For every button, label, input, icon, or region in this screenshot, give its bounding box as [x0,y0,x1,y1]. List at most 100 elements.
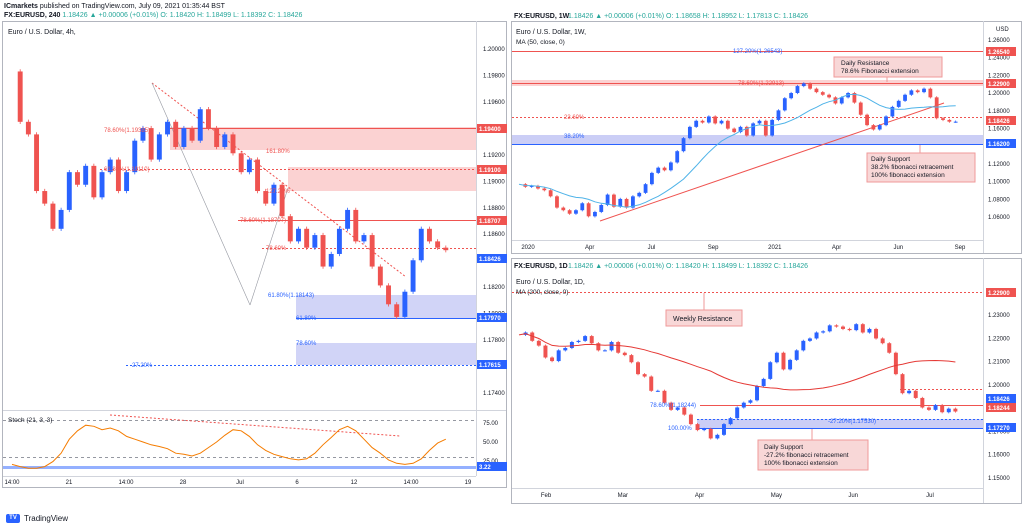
candle-body [728,418,733,425]
candle-body [181,128,187,147]
tr-price-tag-bg [986,116,1016,125]
tr-x-tick: Sep [708,245,719,251]
candle-body [140,128,146,141]
main-ohlc: 1.18426 ▲ +0.00006 (+0.01%) O: 1.18420 H… [62,12,303,19]
fib-label: 127.20% [266,189,290,195]
left-y-tick: 1.18800 [483,206,505,212]
candle-body [814,88,819,93]
left-y-tick: 1.20000 [483,47,505,53]
left-x-tick: 28 [180,480,187,486]
candle-body [328,253,334,267]
tr-price-tag-bg [986,47,1016,56]
br-fib-label: 100.00% [668,426,692,432]
candle-body [609,342,614,351]
candle-body [561,207,566,211]
candle-body [631,196,635,208]
candle-body [821,331,826,333]
candle-body [148,128,154,160]
candle-body [214,128,220,147]
br-x-tick: Apr [695,493,704,499]
left-y-tick: 1.19200 [483,153,505,159]
tr-x-tick: Apr [832,245,841,251]
candle-body [402,291,408,317]
candle-body [928,88,933,98]
left-y-tick: 1.19800 [483,73,505,79]
candle-body [755,386,760,401]
candle-body [795,86,800,94]
candle-body [893,352,898,375]
candle-body [909,90,914,95]
br-price-tag: 1.22900 [988,291,1010,297]
candle-body [622,352,627,356]
left-candles [17,69,449,320]
fib-label: 61.80% [296,316,317,322]
left-price-tag-bg [477,124,507,133]
candle-body [394,304,400,317]
candle-body [757,120,762,124]
left-price-tag-bg [477,254,507,263]
left-x-tick: 12 [351,480,358,486]
candle-body [426,228,432,242]
candle-body [807,338,812,341]
left-panel-border [2,21,507,488]
candle-body [569,342,574,348]
candle-body [662,167,667,171]
candle-body [770,119,775,136]
candle-body [687,126,692,139]
publisher-name: ICmarkets [4,3,38,10]
left-stoch [11,424,447,469]
br-ma [518,333,956,391]
candle-body [602,350,607,352]
candle-body [612,194,616,207]
tr-support-line1: Daily Support [871,156,910,163]
left-y-tick: 1.19600 [483,100,505,106]
candle-body [890,106,895,117]
candle-body [884,116,888,126]
candle-body [839,97,844,104]
candle-body [530,332,535,341]
tr-price-tag: 1.22900 [988,82,1010,88]
candle-body [567,210,572,214]
tr-ma [518,93,956,208]
candle-body [934,97,939,119]
candle-body [410,260,416,292]
left-x-tick: 19 [465,480,472,486]
moving-average-line [518,93,956,208]
candle-body [877,125,882,130]
candle-body [296,228,301,242]
candle-body [580,203,585,211]
left-price-tag: 1.19400 [479,127,501,133]
candle-body [781,352,786,370]
tr-support-line3: 100% fibonacci extension [871,172,945,179]
br-fib-label: -27.20%(1.17530) [828,419,876,425]
candle-body [66,172,72,210]
br-x-tick: Jun [848,493,858,499]
candle-body [599,205,604,212]
price-tags: 1.19400 1.19100 1.18707 1.18426 1.17970 1.176… [477,47,1016,471]
fib-label: 161.80% [266,149,290,155]
candle-body [871,125,876,130]
candle-body [83,165,89,185]
stoch-bottom-band [3,466,476,469]
left-price-tag-bg [477,313,507,322]
candle-body [650,172,654,185]
candle-body [896,100,901,107]
candle-body [913,390,918,398]
tr-resistance-callout [833,56,943,78]
candle-body [222,134,228,147]
left-support-zone-upper [296,295,476,318]
candle-body [271,184,277,204]
br-x-tick: May [771,493,782,499]
br-price-tag: 1.18426 [988,397,1010,403]
tr-support-zone [512,135,983,145]
fib-label: 78.60% [266,246,287,252]
candle-body [941,118,945,120]
candle-body [725,120,730,129]
tr-candles [523,82,958,218]
candle-body [132,140,138,173]
left-y-tick: 1.19000 [483,179,505,185]
candle-body [688,414,693,425]
left-y-tick: 1.17800 [483,338,505,344]
candle-body [173,121,179,147]
candle-body [656,167,661,173]
